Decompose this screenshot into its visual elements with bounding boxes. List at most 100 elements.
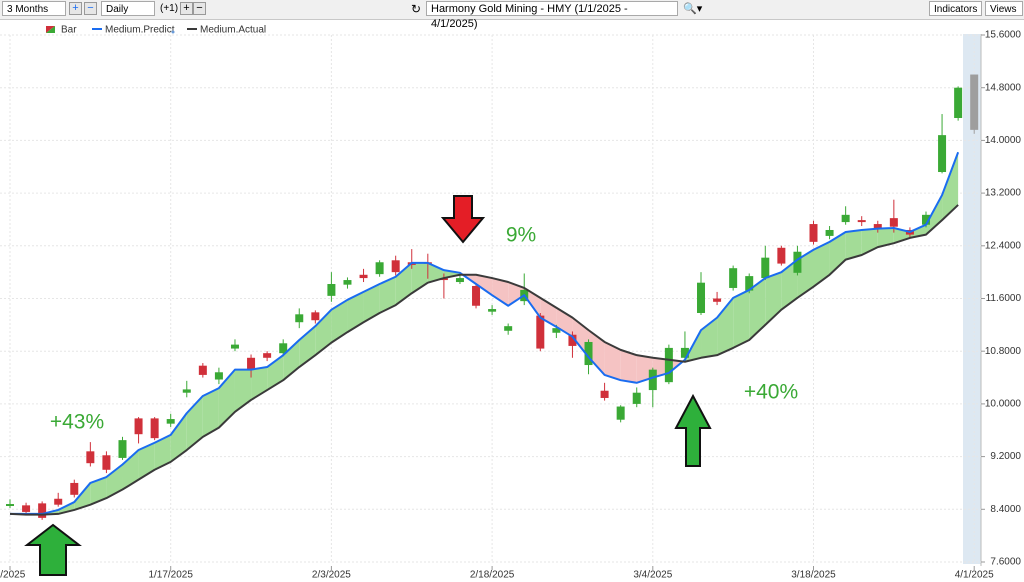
band-fill <box>315 309 332 356</box>
candle-body <box>809 224 818 242</box>
legend-label: Medium.Actual <box>200 25 266 36</box>
band-fill <box>620 349 637 383</box>
y-tick-label: 10.8000 <box>985 346 1022 357</box>
band-fill <box>122 450 139 490</box>
candle-body <box>938 135 947 173</box>
band-fill <box>299 326 316 368</box>
y-tick-label: 14.8000 <box>985 82 1022 93</box>
legend-label: Medium.Predict <box>105 25 175 36</box>
candle-body <box>841 214 850 223</box>
candle-body <box>86 451 95 464</box>
y-tick-label: 12.4000 <box>985 240 1022 251</box>
band-fill <box>267 355 284 391</box>
up-arrow <box>24 523 82 576</box>
band-fill <box>588 330 605 375</box>
band-fill <box>781 259 798 310</box>
band-fill <box>717 297 734 356</box>
candle-body <box>166 419 175 424</box>
band-fill <box>604 341 621 381</box>
offset-minus[interactable]: − <box>193 2 206 15</box>
candle-body <box>134 418 143 435</box>
band-fill <box>106 464 123 499</box>
views-button[interactable]: Views <box>985 1 1023 16</box>
candle-body <box>214 372 223 380</box>
candle-body <box>568 334 577 346</box>
x-tick-label: 3/18/2025 <box>791 570 836 581</box>
x-tick-label: 3/4/2025 <box>633 570 672 581</box>
candle-body <box>857 220 866 223</box>
band-fill <box>508 282 525 306</box>
band-fill <box>138 442 155 480</box>
band-fill <box>829 231 846 275</box>
series-line <box>9 204 959 516</box>
candle-body <box>713 298 722 302</box>
candle-body <box>616 406 625 420</box>
band-fill <box>379 276 396 313</box>
down-arrow <box>440 195 486 244</box>
candle-body <box>198 365 207 375</box>
zoom-in[interactable]: + <box>69 2 82 15</box>
plot: 7.6000 8.4000 9.2000 10.0000 10.8000 11.6000 1… <box>0 30 1021 581</box>
candle-body <box>825 229 834 236</box>
band-fill <box>90 477 107 505</box>
band-fill <box>202 388 219 437</box>
band-fill <box>74 482 91 510</box>
candle-body <box>889 218 898 227</box>
candle-body <box>664 347 673 383</box>
offset-plus[interactable]: + <box>180 2 193 15</box>
band-fill <box>347 291 364 333</box>
legend: Bar Medium.Predict Medium.Actual <box>46 25 266 36</box>
candle-body <box>118 440 127 458</box>
candle-body <box>600 390 609 398</box>
candle-body <box>584 341 593 366</box>
legend-bar-icon <box>46 26 55 33</box>
y-tick-label: 13.2000 <box>985 188 1022 199</box>
band-fill <box>476 274 493 296</box>
band-fill <box>845 229 862 260</box>
band-fill <box>925 195 943 235</box>
candle-body <box>761 257 770 279</box>
candle-body <box>970 74 979 130</box>
candle-body <box>954 87 963 119</box>
band-fill <box>411 262 428 294</box>
offset: (+1) <box>160 3 179 14</box>
candle-body <box>921 214 930 225</box>
y-tick-label: 10.0000 <box>985 399 1022 410</box>
candle-body <box>504 326 513 331</box>
x-tick-label: 2/2025 <box>0 570 26 581</box>
band-fill <box>797 249 814 298</box>
band-fill <box>942 152 959 221</box>
candle-body <box>150 418 159 439</box>
toolbar: 3 Months + − Daily (+1) + − ↻ Harmony Go… <box>0 0 1024 30</box>
y-tick-label: 9.2000 <box>990 451 1021 462</box>
y-tick-label: 7.6000 <box>990 557 1021 568</box>
refresh-icon[interactable]: ↻ <box>411 2 422 16</box>
annotation: 9% <box>506 224 536 247</box>
interval-select[interactable]: Daily <box>101 1 155 16</box>
candle-body <box>632 392 641 404</box>
candle-body <box>536 315 545 349</box>
legend-label: Bar <box>61 25 77 36</box>
candle-body <box>488 309 497 312</box>
candle-body <box>648 369 657 391</box>
band-fill <box>331 299 348 343</box>
band-fill <box>636 355 653 383</box>
band-fill <box>492 278 509 306</box>
candle-body <box>70 482 79 495</box>
symbol-field[interactable]: Harmony Gold Mining - HMY (1/1/2025 - 4/… <box>426 1 678 30</box>
period-select[interactable]: 3 Months <box>2 1 66 16</box>
band-fill <box>749 278 766 341</box>
band-fill <box>877 228 894 248</box>
candle-body <box>279 343 288 354</box>
indicators-button[interactable]: Indicators <box>929 1 982 16</box>
candle-body <box>375 262 384 275</box>
band-fill <box>170 413 187 462</box>
annotation: +43% <box>50 411 104 434</box>
candle-body <box>54 498 63 505</box>
candle-body <box>247 357 256 370</box>
candle-body <box>230 344 239 349</box>
candle-body <box>552 328 561 333</box>
zoom-out[interactable]: − <box>84 2 97 15</box>
search-icon[interactable]: 🔍▾ <box>683 3 703 15</box>
y-tick-label: 8.4000 <box>990 504 1021 515</box>
